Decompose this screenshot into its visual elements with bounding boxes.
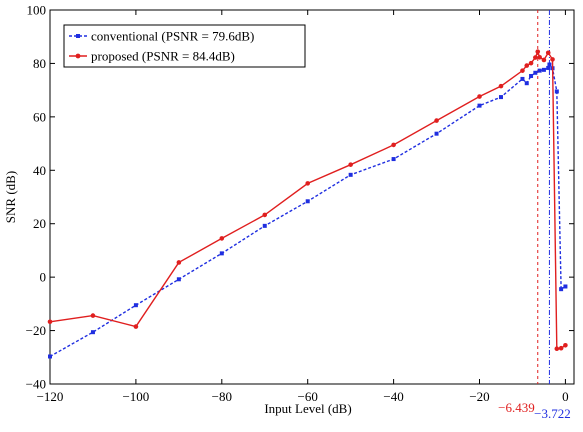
- data-point: [537, 68, 542, 73]
- x-tick-label: −20: [469, 389, 489, 404]
- data-point: [533, 55, 538, 60]
- data-point: [550, 57, 555, 62]
- legend-box: [63, 24, 306, 68]
- x-tick-label: −120: [37, 389, 64, 404]
- data-point: [219, 251, 224, 256]
- axis-layer: −120 −100 −80 −60 −40 −20 0 −40 −20 0 20 40 60 80 100: [26, 3, 574, 404]
- data-point: [47, 319, 53, 325]
- data-point: [524, 81, 529, 86]
- y-axis-label: SNR (dB): [3, 171, 18, 223]
- x-tick-label: −100: [122, 389, 149, 404]
- x-tick-label: −80: [212, 389, 232, 404]
- data-point: [90, 313, 96, 318]
- legend-label-conventional: conventional (PSNR = 79.6dB): [91, 29, 254, 44]
- x-tick-label: 0: [562, 389, 569, 404]
- data-point: [262, 223, 267, 228]
- legend-marker-proposed: [75, 53, 81, 59]
- data-point: [262, 212, 268, 218]
- data-point: [541, 67, 546, 72]
- data-point: [477, 94, 482, 99]
- data-point: [434, 118, 439, 123]
- plot-area: [49, 9, 575, 385]
- data-point: [434, 131, 439, 136]
- legend-marker-conventional: [76, 34, 80, 38]
- y-tick-label: 80: [33, 56, 46, 71]
- data-point: [219, 236, 225, 241]
- data-point: [176, 277, 181, 282]
- data-point: [391, 157, 396, 162]
- data-point: [348, 172, 353, 177]
- data-point: [133, 303, 138, 308]
- data-point: [520, 68, 525, 73]
- legend: conventional (PSNR = 79.6dB) proposed (P…: [63, 24, 306, 68]
- data-point: [535, 49, 541, 54]
- y-tick-label: 100: [27, 3, 47, 18]
- x-tick-label: −40: [383, 389, 403, 404]
- data-point: [563, 342, 568, 348]
- data-point: [541, 57, 547, 63]
- data-point: [533, 70, 538, 75]
- x-axis-label: Input Level (dB): [264, 401, 351, 416]
- data-point: [537, 54, 542, 60]
- data-point: [524, 63, 530, 68]
- data-point: [498, 95, 503, 100]
- vline-label: −6.439: [498, 400, 535, 415]
- data-point: [48, 354, 52, 359]
- data-point: [546, 65, 551, 70]
- y-tick-label: −20: [26, 323, 46, 338]
- legend-label-proposed: proposed (PSNR = 84.4dB): [91, 49, 235, 64]
- y-tick-label: 20: [33, 216, 46, 231]
- data-point: [477, 103, 482, 108]
- series-layer: [47, 49, 568, 359]
- data-point: [559, 287, 564, 292]
- data-point: [545, 50, 551, 56]
- data-point: [554, 346, 560, 352]
- data-point: [305, 181, 311, 186]
- data-point: [528, 60, 534, 66]
- data-point: [305, 199, 310, 204]
- data-point: [558, 345, 564, 351]
- data-point: [498, 83, 504, 89]
- data-point: [554, 89, 559, 94]
- data-point: [529, 73, 534, 78]
- data-point: [348, 162, 353, 167]
- x-tick-label: −60: [298, 389, 318, 404]
- data-point: [391, 142, 396, 148]
- data-point: [563, 284, 568, 289]
- y-tick-label: 0: [40, 270, 47, 285]
- y-tick-label: −40: [26, 377, 46, 392]
- data-point: [133, 324, 139, 329]
- data-point: [176, 260, 182, 265]
- data-point: [520, 76, 525, 81]
- data-point: [547, 62, 552, 67]
- data-point: [90, 330, 95, 335]
- vline-label: −3.722: [534, 406, 571, 421]
- y-tick-label: 40: [33, 163, 46, 178]
- y-tick-label: 60: [33, 109, 46, 124]
